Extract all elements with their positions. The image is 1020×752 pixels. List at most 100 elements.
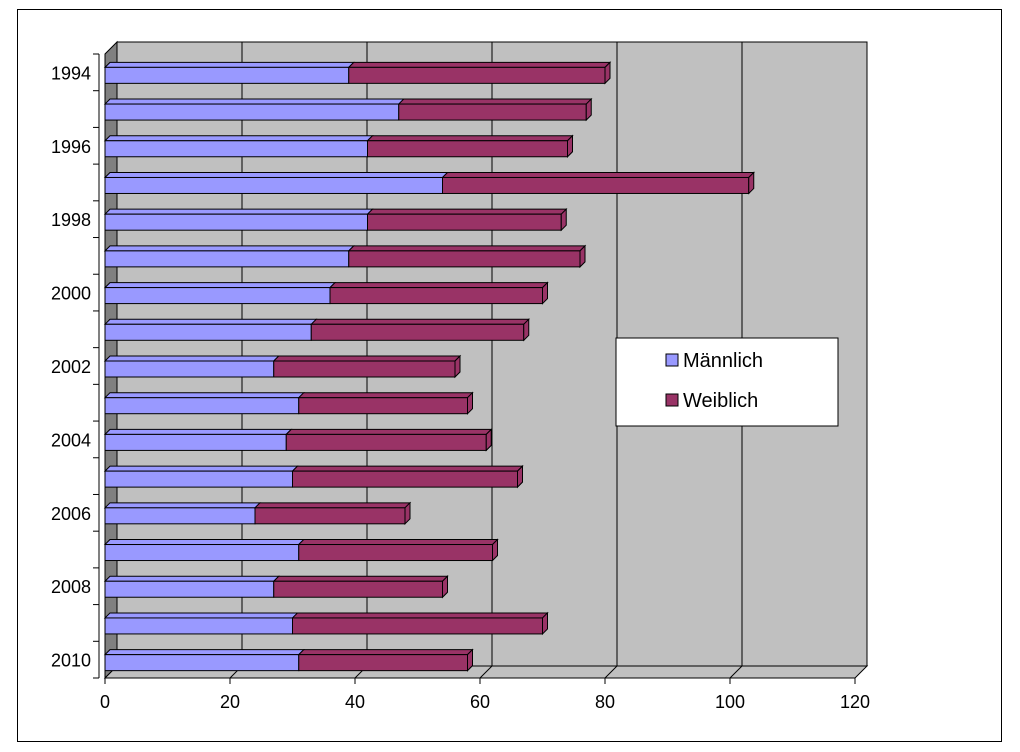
bar-top-face — [366, 208, 568, 215]
bar-mnnlich-2005 — [104, 470, 293, 488]
legend-label: Weiblich — [683, 390, 758, 412]
bar-weiblich-2003 — [298, 397, 468, 415]
y-tick-label: 1996 — [51, 137, 91, 157]
legend-box — [615, 337, 839, 427]
bar-top-face — [103, 98, 405, 105]
bar-mnnlich-1998 — [104, 213, 368, 231]
floor-gridline — [479, 665, 493, 679]
legend-swatch — [665, 393, 679, 407]
bar-top-face — [272, 575, 449, 582]
bar-weiblich-2007 — [298, 544, 493, 562]
y-tick-label: 2002 — [51, 357, 91, 377]
bar-end-face — [585, 97, 592, 122]
bar-mnnlich-2007 — [104, 544, 300, 562]
bar-mnnlich-2009 — [104, 617, 293, 635]
bar-top-face — [297, 649, 474, 656]
bar-top-face — [103, 539, 305, 546]
bar-end-face — [442, 575, 448, 599]
bar-mnnlich-1994 — [104, 66, 350, 84]
bar-top-face — [103, 171, 449, 178]
bar-top-face — [272, 355, 462, 362]
bar-top-face — [366, 135, 574, 142]
bar-top-face — [103, 282, 337, 289]
bar-end-face — [579, 244, 586, 269]
bar-end-face — [485, 428, 492, 452]
x-tick-label: 60 — [470, 692, 490, 712]
bar-end-face — [542, 611, 548, 636]
bar-top-face — [328, 282, 549, 289]
legend-swatch — [665, 353, 679, 367]
bar-mnnlich-1995 — [104, 103, 400, 121]
bar-end-face — [604, 61, 611, 85]
bar-weiblich-2006 — [254, 507, 406, 525]
bar-end-face — [467, 648, 473, 672]
x-tick-label: 100 — [715, 692, 745, 712]
y-tick-label: 2004 — [51, 430, 91, 450]
bar-end-face — [404, 501, 411, 526]
bar-top-face — [397, 98, 593, 105]
bar-top-face — [347, 245, 587, 252]
bar-top-face — [103, 392, 305, 399]
bar-weiblich-1995 — [398, 103, 587, 121]
bar-top-face — [103, 612, 299, 619]
bar-top-face — [253, 502, 412, 509]
bar-top-face — [103, 428, 293, 435]
legend-label: Männlich — [683, 350, 763, 372]
bar-end-face — [517, 464, 523, 489]
floor-gridline — [729, 665, 743, 679]
bar-weiblich-2002 — [273, 360, 456, 378]
y-tick-label: 2008 — [51, 577, 91, 597]
bar-end-face — [467, 391, 473, 415]
bar-weiblich-1999 — [348, 250, 581, 268]
x-tick-label: 80 — [595, 692, 615, 712]
bar-mnnlich-1996 — [104, 140, 368, 158]
bar-top-face — [291, 612, 549, 619]
bar-mnnlich-2003 — [104, 397, 300, 415]
x-tick-label: 120 — [840, 692, 870, 712]
bar-weiblich-2001 — [310, 323, 525, 341]
bar-mnnlich-2008 — [104, 580, 275, 598]
x-tick-label: 40 — [345, 692, 365, 712]
bar-end-face — [523, 318, 530, 342]
bar-top-face — [103, 61, 355, 68]
bar-weiblich-1996 — [367, 140, 568, 158]
y-tick-label: 1998 — [51, 210, 91, 230]
bar-mnnlich-2000 — [104, 287, 331, 305]
bar-top-face — [103, 355, 280, 362]
bar-end-face — [748, 171, 755, 195]
bar-top-face — [297, 392, 474, 399]
bar-end-face — [542, 281, 548, 305]
bar-mnnlich-1999 — [104, 250, 350, 268]
bar-top-face — [297, 539, 499, 546]
y-tick-label: 2000 — [51, 284, 91, 304]
bar-end-face — [492, 538, 498, 562]
bar-weiblich-2000 — [329, 287, 543, 305]
bar-weiblich-1994 — [348, 66, 606, 84]
bar-top-face — [103, 208, 374, 215]
bar-top-face — [285, 428, 493, 435]
bar-mnnlich-2002 — [104, 360, 275, 378]
bar-weiblich-2008 — [273, 580, 443, 598]
y-tick-label: 1994 — [51, 63, 91, 83]
bar-weiblich-2010 — [298, 654, 468, 672]
bar-weiblich-1997 — [442, 176, 750, 194]
bar-mnnlich-2001 — [104, 323, 312, 341]
bar-weiblich-2009 — [292, 617, 543, 635]
bar-mnnlich-2006 — [104, 507, 256, 525]
x-tick-label: 0 — [100, 692, 110, 712]
bar-top-face — [310, 318, 530, 325]
bar-weiblich-2005 — [292, 470, 518, 488]
bar-weiblich-1998 — [367, 213, 562, 231]
x-tick-label: 20 — [220, 692, 240, 712]
bar-end-face — [560, 207, 567, 232]
bar-end-face — [454, 354, 461, 379]
bar-top-face — [291, 465, 524, 472]
floor-gridline — [604, 665, 618, 679]
bar-top-face — [103, 135, 374, 142]
bar-mnnlich-1997 — [104, 176, 443, 194]
bar-top-face — [103, 465, 299, 472]
bar-weiblich-2004 — [285, 433, 487, 451]
bar-top-face — [103, 502, 262, 509]
bar-mnnlich-2010 — [104, 654, 300, 672]
